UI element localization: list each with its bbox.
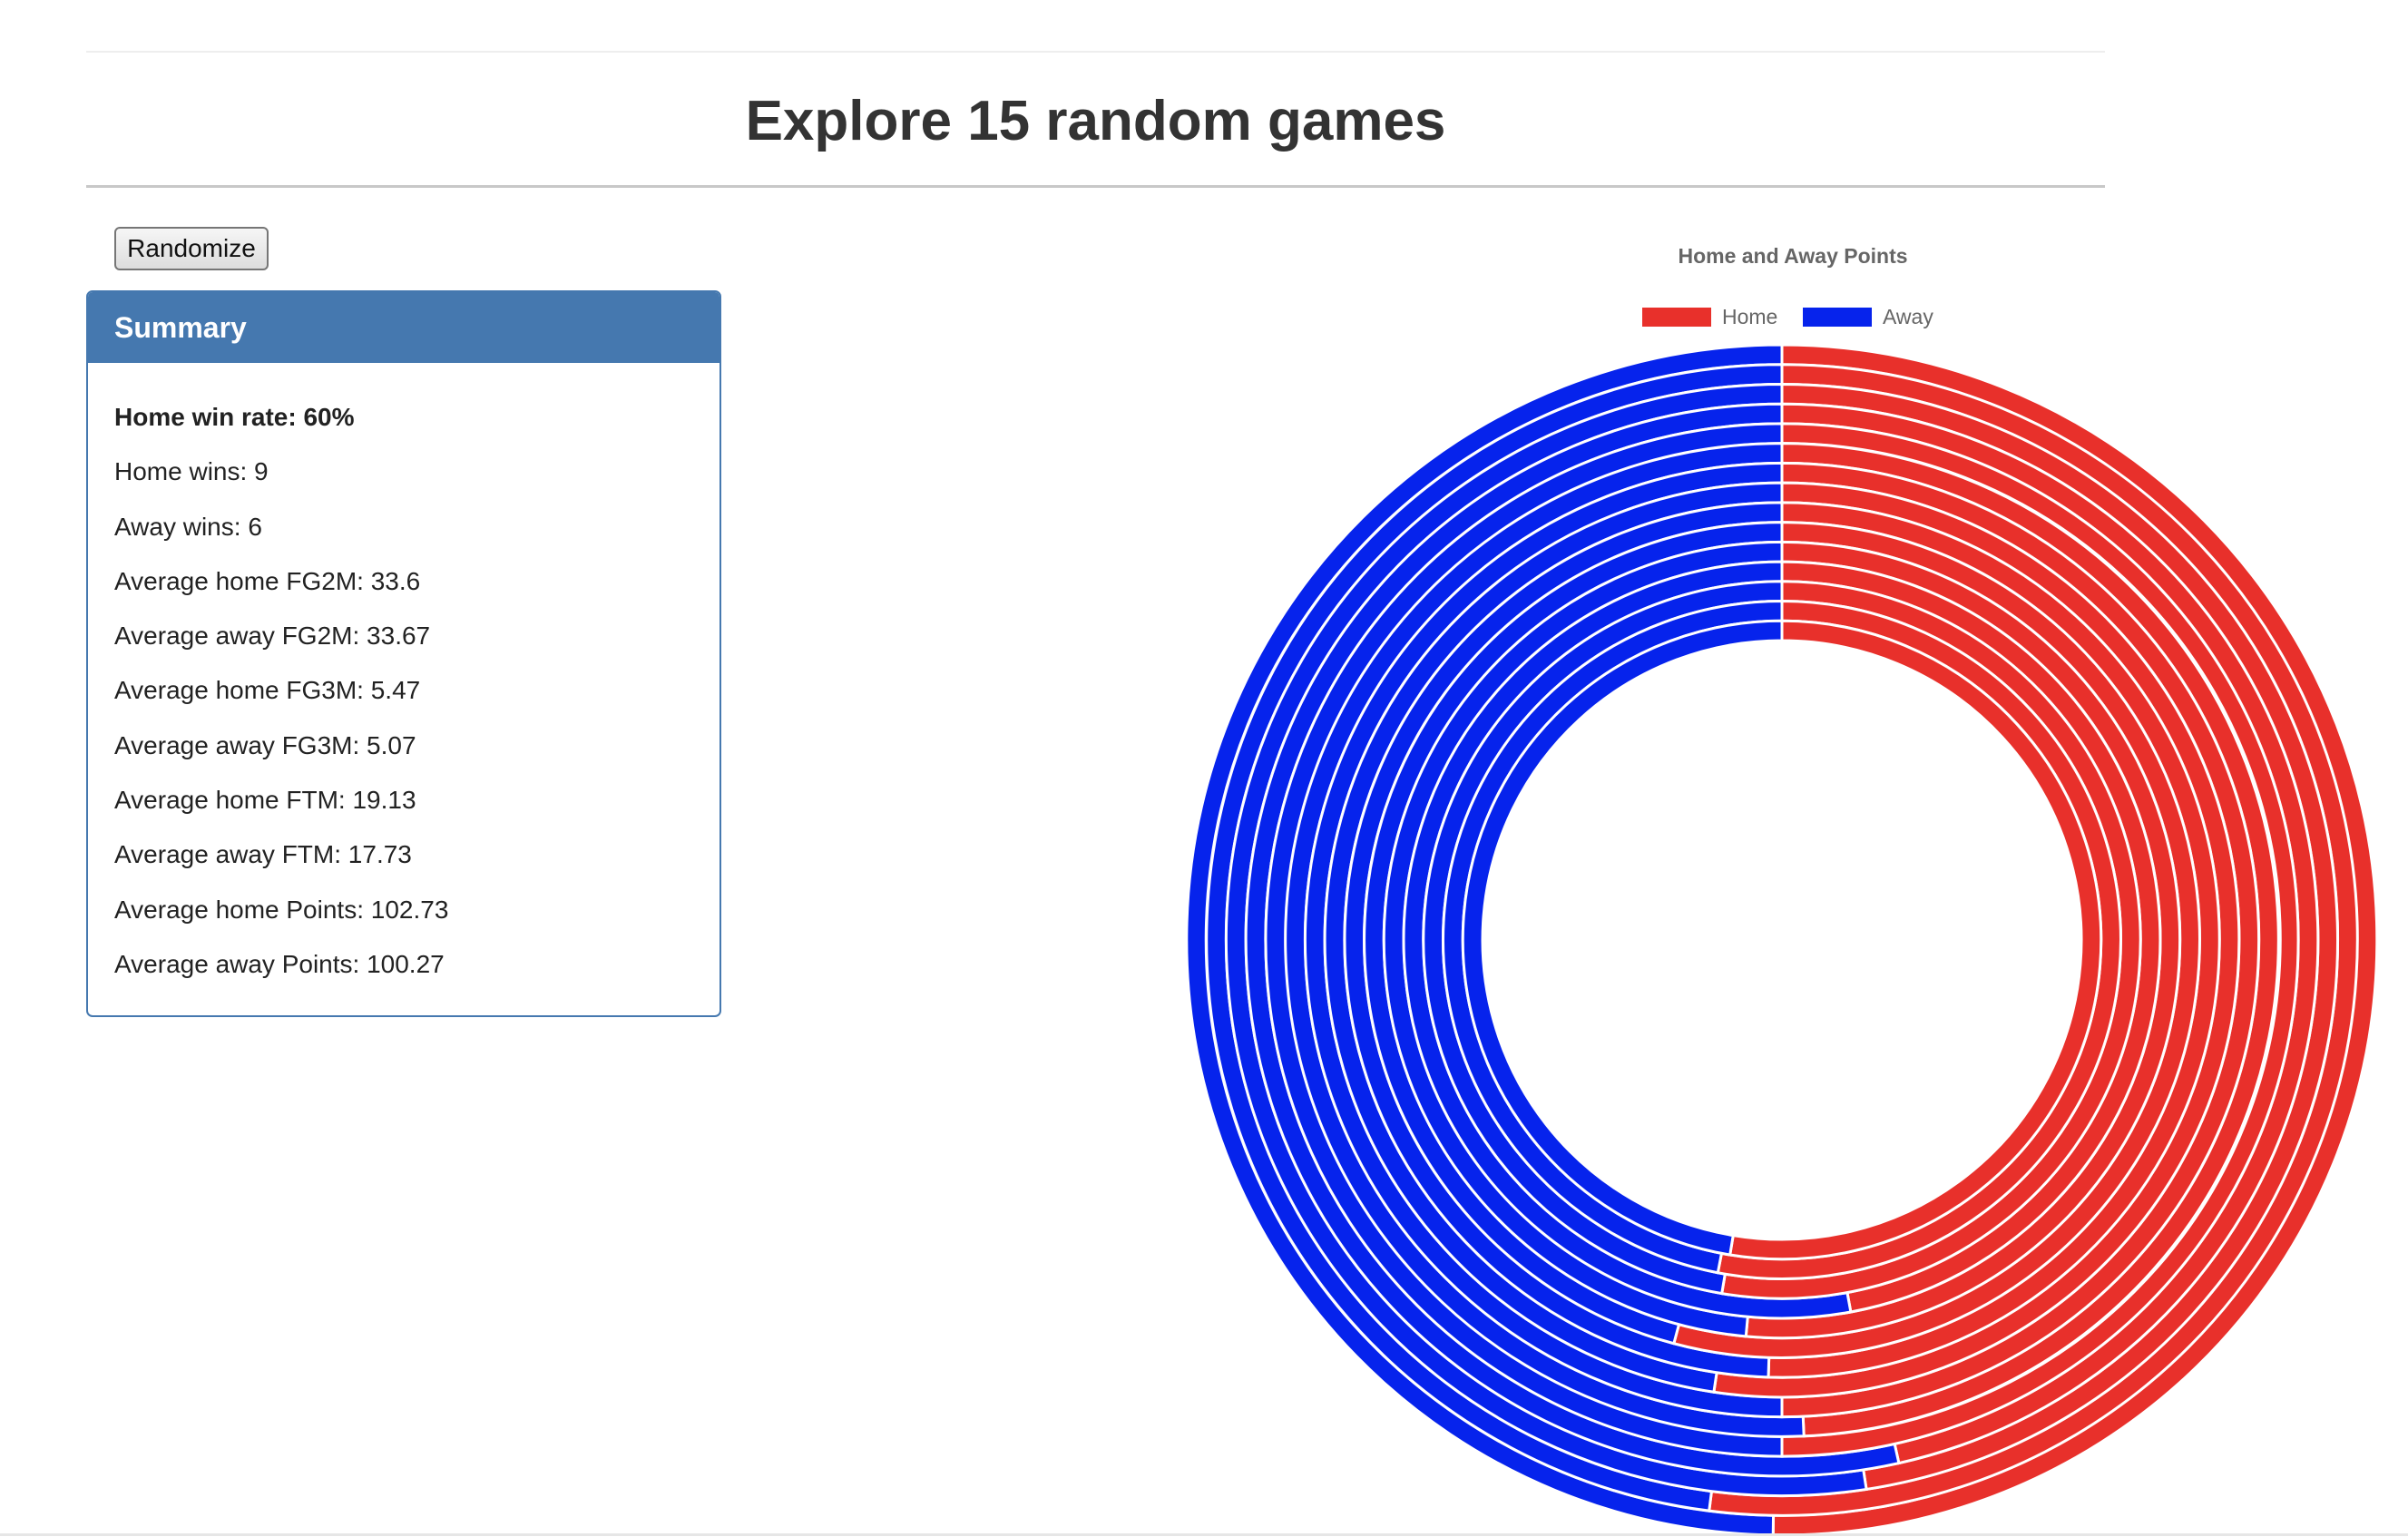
summary-body: Home win rate: 60% Home wins: 9 Away win… [88,363,719,992]
points-chart-area: Home and Away Points Home Away [1180,227,2408,1537]
randomize-button[interactable]: Randomize [114,227,269,270]
summary-header: Summary [88,292,719,363]
home-win-rate: Home win rate: 60% [114,403,355,431]
home-wins: Home wins: 9 [114,457,269,486]
legend-home-label[interactable]: Home [1722,305,1777,328]
chart-rings [1185,343,2379,1537]
chart-legend: Home Away [1642,305,1933,328]
away-arc-game-15[interactable] [1461,619,1784,1257]
away-wins: Away wins: 6 [114,512,262,541]
page-title: Explore 15 random games [745,90,1446,152]
avg-away-fg3m: Average away FG3M: 5.07 [114,730,416,759]
points-doughnut-chart: Home and Away Points Home Away [1185,244,2379,1537]
summary-panel: Summary Home win rate: 60% Home wins: 9 … [86,290,721,1017]
avg-away-points: Average away Points: 100.27 [114,949,445,978]
legend-away-label[interactable]: Away [1883,305,1933,328]
avg-away-ftm: Average away FTM: 17.73 [114,840,412,869]
avg-home-ftm: Average home FTM: 19.13 [114,786,416,815]
top-divider [86,51,2105,53]
bottom-divider [0,1533,2408,1536]
legend-home-swatch[interactable] [1642,308,1711,327]
avg-home-fg2m: Average home FG2M: 33.6 [114,566,421,595]
chart-title: Home and Away Points [1678,244,1907,268]
avg-home-fg3m: Average home FG3M: 5.47 [114,676,421,705]
title-divider [86,185,2105,188]
legend-away-swatch[interactable] [1803,308,1872,327]
avg-home-points: Average home Points: 102.73 [114,895,449,924]
avg-away-fg2m: Average away FG2M: 33.67 [114,622,431,651]
